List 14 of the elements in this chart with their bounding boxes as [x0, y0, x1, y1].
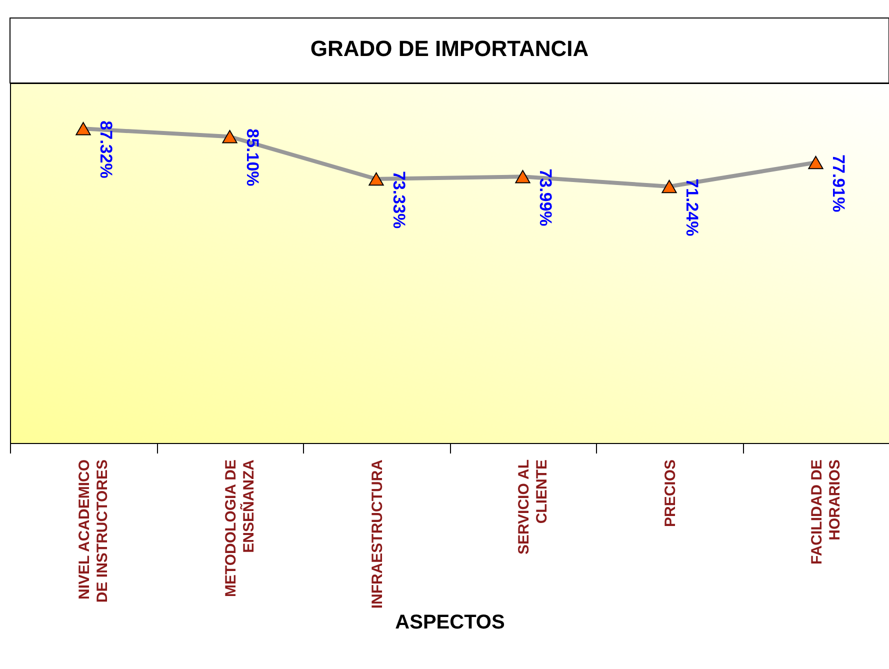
- data-label: 85.10%: [242, 128, 262, 186]
- data-label: 77.91%: [828, 154, 848, 212]
- data-label: 71.24%: [682, 178, 702, 236]
- x-tick-label: INFRAESTRUCTURA: [368, 459, 386, 609]
- data-label: 73.33%: [389, 171, 408, 229]
- x-tick-label: FACILIDAD DE HORARIOS: [808, 460, 844, 564]
- chart-title: GRADO DE IMPORTANCIA: [310, 36, 589, 61]
- x-tick-label: SERVICIO AL CLIENTE: [515, 460, 550, 555]
- x-tick-label: PRECIOS: [662, 460, 679, 528]
- x-tick-label: METODOLOGIA DE ENSEÑANZA: [222, 459, 258, 598]
- x-tick-label: NIVEL ACADEMICO DE INSTRUCTORES: [76, 459, 111, 603]
- data-label: 87.32%: [96, 120, 116, 178]
- x-axis-title: ASPECTOS: [395, 612, 505, 634]
- data-label: 73.99%: [536, 168, 555, 226]
